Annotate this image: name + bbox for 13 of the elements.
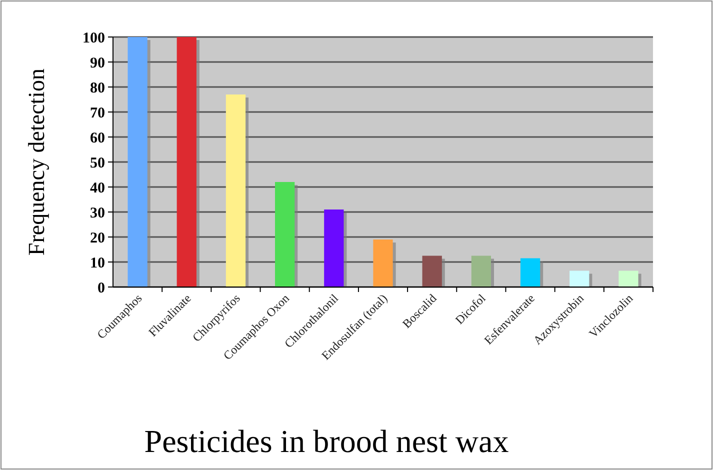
y-tick-label: 70 xyxy=(90,105,105,122)
y-tick-label: 90 xyxy=(90,55,105,72)
y-tick-label: 10 xyxy=(90,255,105,272)
y-tick-label: 80 xyxy=(90,80,105,96)
y-tick-label: 30 xyxy=(90,205,105,222)
y-axis-title: Frequency detection xyxy=(24,68,49,256)
y-tick-label: 50 xyxy=(90,155,105,172)
y-tick-label: 100 xyxy=(82,30,105,46)
y-tick-label: 40 xyxy=(90,180,105,196)
y-tick-label: 60 xyxy=(90,130,105,146)
y-tick-label: 20 xyxy=(90,230,105,246)
y-tick-label: 0 xyxy=(98,280,105,296)
text: Pesticides in brood nest wax xyxy=(144,423,509,459)
